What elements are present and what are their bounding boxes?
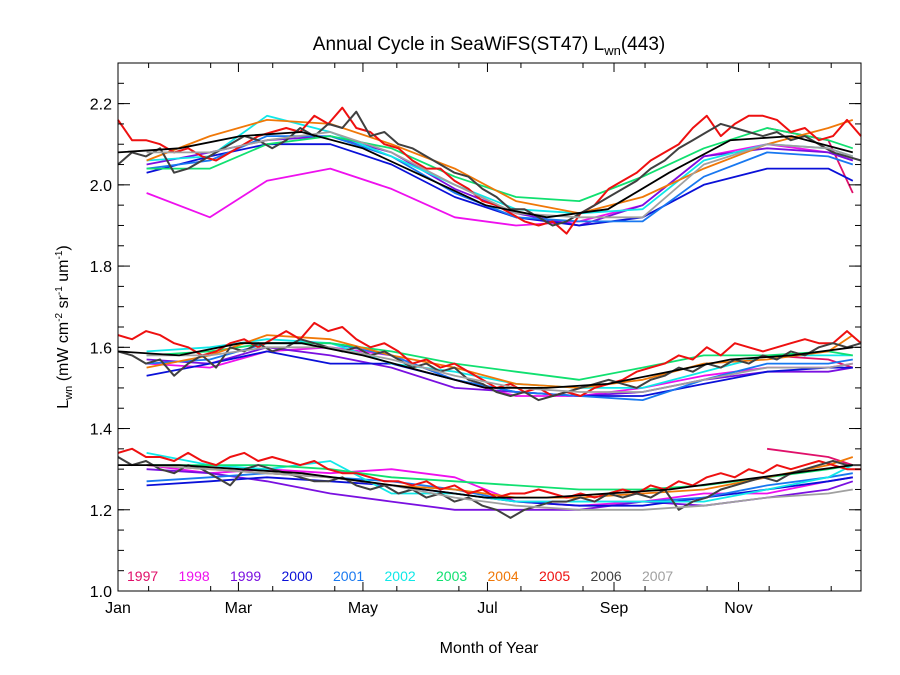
series-2004-middle-line bbox=[146, 334, 854, 389]
legend-item-2001: 2001 bbox=[333, 568, 364, 584]
y-label-units-open: (mW cm bbox=[55, 322, 72, 386]
series-2005-lower-line bbox=[117, 447, 861, 499]
series-1998-upper-line bbox=[146, 143, 854, 227]
chart-title-suffix: (443) bbox=[621, 34, 665, 55]
y-label-sup1: -2 bbox=[54, 312, 65, 321]
x-tick-label: Nov bbox=[724, 600, 752, 617]
series-2007-upper-line bbox=[146, 131, 854, 219]
y-label-units-close: ) bbox=[55, 245, 72, 250]
series-2005-middle-line bbox=[117, 321, 862, 397]
legend-item-2004: 2004 bbox=[488, 568, 519, 584]
y-label-main: L bbox=[55, 400, 72, 409]
x-tick-label: Jan bbox=[105, 600, 131, 617]
y-tick-label: 2.0 bbox=[90, 178, 112, 195]
legend-item-1999: 1999 bbox=[230, 568, 261, 584]
y-tick-label: 1.6 bbox=[90, 340, 112, 357]
y-label-sup3: -1 bbox=[54, 250, 65, 259]
legend-item-2007: 2007 bbox=[642, 568, 673, 584]
y-label-units-mid2: um bbox=[55, 260, 72, 287]
chart-title-main: Annual Cycle in SeaWiFS(ST47) L bbox=[313, 34, 604, 55]
x-tick-label: Mar bbox=[225, 600, 253, 617]
series-1997-lower-line bbox=[766, 447, 854, 466]
y-tick-label: 2.2 bbox=[90, 97, 112, 114]
y-axis-label: Lwn (mW cm-2 sr-1 um-1) bbox=[54, 245, 75, 408]
x-axis: Jan Mar May Jul Sep Nov bbox=[105, 63, 832, 617]
series-lines bbox=[117, 106, 862, 519]
legend: 1997 1998 1999 2000 2001 2002 2003 2004 2005 2006… bbox=[127, 568, 673, 584]
y-axis: 1.0 1.2 1.4 1.6 1.8 2.0 2.2 bbox=[90, 62, 861, 601]
chart-title: Annual Cycle in SeaWiFS(ST47) Lwn(443) bbox=[313, 34, 665, 58]
legend-item-2003: 2003 bbox=[436, 568, 467, 584]
y-tick-label: 1.8 bbox=[90, 259, 112, 276]
y-tick-label: 1.4 bbox=[90, 422, 112, 439]
x-tick-label: May bbox=[348, 600, 378, 617]
series-2007-lower-line bbox=[146, 464, 853, 511]
legend-item-1997: 1997 bbox=[127, 568, 158, 584]
x-tick-label: Sep bbox=[600, 600, 629, 617]
fit-upper-curve bbox=[117, 131, 854, 219]
series-2006-upper-line bbox=[117, 110, 862, 227]
legend-item-2000: 2000 bbox=[282, 568, 313, 584]
x-tick-label: Jul bbox=[477, 600, 497, 617]
series-2000-upper-line bbox=[146, 143, 854, 227]
legend-item-2005: 2005 bbox=[539, 568, 570, 584]
legend-item-2006: 2006 bbox=[591, 568, 622, 584]
series-2002-lower-line bbox=[146, 452, 854, 503]
plot-area bbox=[117, 106, 862, 519]
y-label-sup2: -1 bbox=[54, 286, 65, 295]
chart-title-subscript: wn bbox=[603, 43, 621, 58]
legend-item-1998: 1998 bbox=[179, 568, 210, 584]
fit-lower-curve bbox=[118, 464, 853, 499]
y-tick-label: 1.2 bbox=[90, 503, 112, 520]
fit-curves bbox=[117, 131, 854, 499]
y-label-units-mid: sr bbox=[55, 294, 72, 312]
series-2005-upper-line bbox=[117, 106, 862, 235]
x-axis-label: Month of Year bbox=[440, 640, 539, 657]
legend-item-2002: 2002 bbox=[385, 568, 416, 584]
fit-middle-curve bbox=[117, 342, 853, 389]
y-tick-label: 1.0 bbox=[90, 584, 112, 601]
y-label-sub: wn bbox=[63, 386, 75, 401]
